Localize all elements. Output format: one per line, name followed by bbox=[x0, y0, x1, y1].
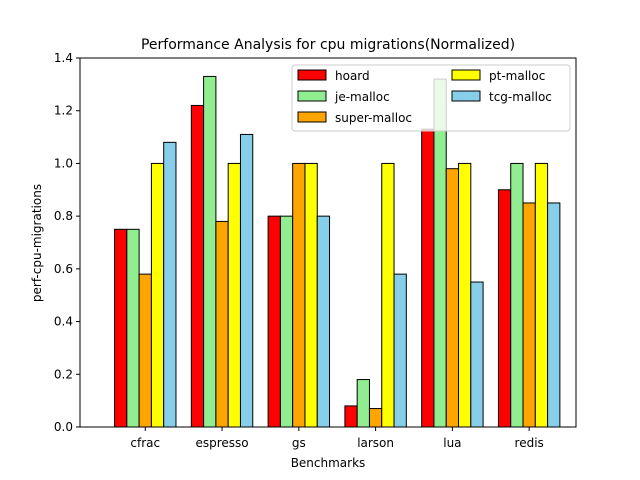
x-axis-label: Benchmarks bbox=[291, 456, 366, 470]
legend-box bbox=[291, 64, 571, 132]
bar-je-malloc-gs bbox=[279, 215, 294, 428]
y-tick-label: 1.0 bbox=[54, 156, 73, 170]
y-tick-label: 0.6 bbox=[54, 262, 73, 276]
x-tick-label: espresso bbox=[195, 436, 248, 450]
legend-swatch-pt-malloc bbox=[451, 69, 481, 81]
y-tick-label: 1.4 bbox=[54, 51, 73, 65]
bar-hoard-gs bbox=[267, 215, 281, 428]
y-tick-label: 0.0 bbox=[54, 420, 73, 434]
bar-super-malloc-larson bbox=[368, 408, 383, 428]
x-tick-label: lua bbox=[443, 436, 461, 450]
bar-tcg-malloc-larson bbox=[393, 273, 407, 428]
bar-tcg-malloc-cfrac bbox=[163, 141, 177, 428]
bar-je-malloc-redis bbox=[510, 162, 524, 428]
bar-super-malloc-espresso bbox=[215, 220, 229, 428]
y-tick-label: 0.8 bbox=[54, 209, 73, 223]
bar-pt-malloc-redis bbox=[534, 162, 549, 428]
y-axis: 0.0 0.2 0.4 0.6 0.8 1.0 1.2 1.4 bbox=[54, 51, 80, 434]
bar-tcg-malloc-gs bbox=[316, 215, 331, 428]
x-tick-label: cfrac bbox=[130, 436, 160, 450]
bar-super-malloc-gs bbox=[292, 162, 306, 428]
legend-label-tcg-malloc: tcg-malloc bbox=[489, 90, 552, 104]
y-tick-label: 1.2 bbox=[54, 104, 73, 118]
legend-label-pt-malloc: pt-malloc bbox=[489, 69, 545, 83]
y-tick-label: 0.2 bbox=[54, 367, 73, 381]
legend-swatch-hoard bbox=[297, 69, 327, 81]
y-tick-label: 0.4 bbox=[54, 315, 73, 329]
bar-super-malloc-lua bbox=[445, 168, 460, 428]
legend-swatch-super-malloc bbox=[297, 111, 327, 123]
x-tick-label: larson bbox=[357, 436, 394, 450]
bar-hoard-larson bbox=[344, 405, 358, 428]
x-axis: cfrac espresso gs larson lua redis bbox=[130, 427, 544, 450]
bar-super-malloc-redis bbox=[522, 202, 536, 428]
bar-hoard-cfrac bbox=[114, 228, 128, 428]
legend-label-hoard: hoard bbox=[335, 69, 370, 83]
bar-hoard-redis bbox=[497, 189, 512, 428]
bar-tcg-malloc-redis bbox=[547, 202, 561, 428]
bar-pt-malloc-lua bbox=[458, 162, 472, 428]
legend-swatch-je-malloc bbox=[297, 90, 327, 102]
bar-pt-malloc-gs bbox=[304, 162, 318, 428]
x-tick-label: gs bbox=[292, 436, 306, 450]
bar-tcg-malloc-espresso bbox=[239, 133, 254, 428]
legend-swatch-tcg-malloc bbox=[451, 90, 481, 102]
bar-je-malloc-espresso bbox=[203, 75, 217, 428]
bar-je-malloc-larson bbox=[356, 379, 370, 428]
bar-pt-malloc-espresso bbox=[227, 162, 241, 428]
legend-label-super-malloc: super-malloc bbox=[335, 111, 412, 125]
bar-tcg-malloc-lua bbox=[470, 281, 484, 428]
bar-hoard-lua bbox=[421, 128, 435, 428]
chart-title: Performance Analysis for cpu migrations(… bbox=[141, 37, 515, 53]
x-tick-label: redis bbox=[515, 436, 544, 450]
legend: hoard je-malloc super-malloc pt-malloc tcg-m… bbox=[291, 64, 571, 132]
bar-pt-malloc-larson bbox=[381, 162, 395, 428]
bar-pt-malloc-cfrac bbox=[150, 162, 165, 428]
bar-je-malloc-cfrac bbox=[126, 228, 140, 428]
bar-hoard-espresso bbox=[190, 104, 205, 428]
y-axis-label: perf-cpu-migrations bbox=[30, 184, 44, 302]
legend-label-je-malloc: je-malloc bbox=[334, 90, 390, 104]
bar-super-malloc-cfrac bbox=[138, 273, 152, 428]
plot-frame bbox=[79, 57, 577, 428]
